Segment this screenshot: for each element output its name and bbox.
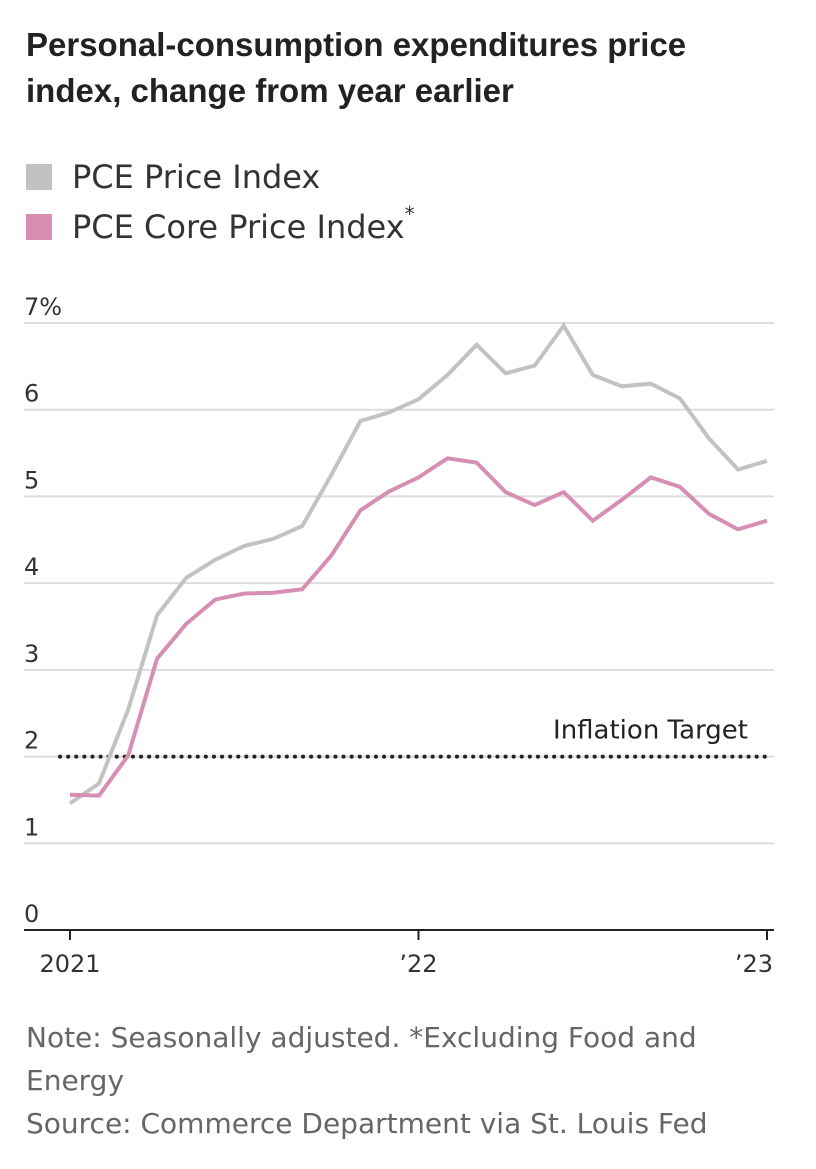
legend-swatch-pce <box>26 164 52 190</box>
legend-label-pce-core: PCE Core Price Index* <box>72 202 415 246</box>
x-tick-label-12: ’22 <box>399 950 437 978</box>
y-tick-label-6: 6 <box>24 380 39 408</box>
legend-item-pce: PCE Price Index <box>26 152 415 202</box>
y-tick-label-4: 4 <box>24 553 39 581</box>
legend-swatch-pce-core <box>26 214 52 240</box>
legend-label-pce: PCE Price Index <box>72 158 321 196</box>
y-tick-label-7: 7% <box>24 293 62 321</box>
y-tick-label-0: 0 <box>24 900 39 928</box>
legend: PCE Price Index PCE Core Price Index* <box>26 152 415 252</box>
y-tick-label-3: 3 <box>24 640 39 668</box>
legend-item-pce-core: PCE Core Price Index* <box>26 202 415 252</box>
x-tick-label-24: ’23 <box>735 950 773 978</box>
series-line-pce-core <box>69 456 768 798</box>
y-tick-label-2: 2 <box>24 727 39 755</box>
y-tick-label-5: 5 <box>24 466 39 494</box>
source-text: Source: Commerce Department via St. Loui… <box>26 1107 708 1140</box>
chart-title: Personal-consumption expenditures price … <box>26 26 687 109</box>
series-line-pce <box>68 321 768 806</box>
y-tick-label-1: 1 <box>24 813 39 841</box>
x-tick-label-0: 2021 <box>39 950 100 978</box>
note-text: Note: Seasonally adjusted. *Excluding Fo… <box>26 1021 697 1097</box>
footer: Note: Seasonally adjusted. *Excluding Fo… <box>26 1016 796 1145</box>
inflation-target-label: Inflation Target <box>553 716 748 746</box>
